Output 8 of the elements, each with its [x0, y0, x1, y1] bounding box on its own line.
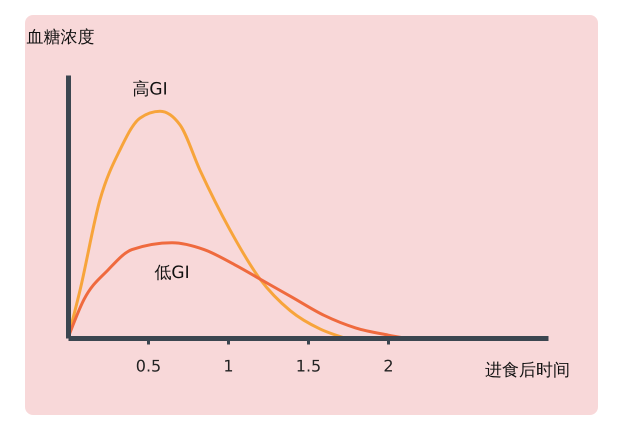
- x-tick-label: 1.5: [296, 356, 322, 376]
- series-label: 高GI: [132, 79, 168, 100]
- y-axis-title: 血糖浓度: [26, 28, 94, 48]
- series-label: 低GI: [154, 262, 190, 283]
- x-tick-label: 2: [383, 356, 394, 376]
- x-tick-label: 0.5: [136, 356, 162, 376]
- x-axis-title: 进食后时间: [485, 360, 570, 380]
- x-tick-label: 1: [223, 356, 234, 376]
